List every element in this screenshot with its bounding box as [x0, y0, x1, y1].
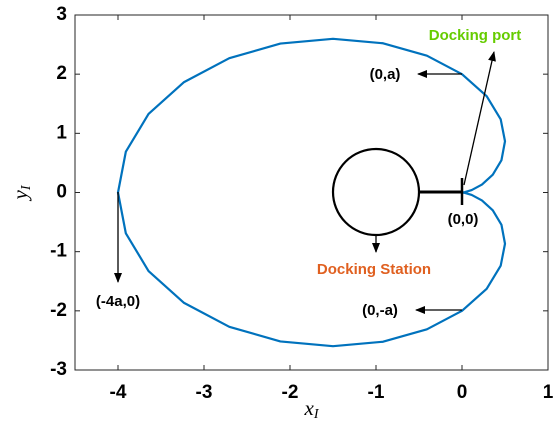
arrow [463, 51, 496, 186]
y-tick-label: 1 [56, 122, 67, 143]
y-tick-label: -2 [50, 300, 67, 321]
annotation: Docking port [429, 27, 522, 44]
y-tick-label: 3 [56, 4, 67, 25]
y-axis-label: yI [8, 184, 34, 201]
y-tick-label: -3 [50, 359, 67, 380]
y-tick-label: 0 [56, 182, 67, 203]
x-tick-label: 0 [457, 382, 468, 403]
annotation: (-4a,0) [96, 293, 140, 310]
plot-frame [74, 14, 549, 371]
x-tick-label: -2 [282, 382, 299, 403]
x-tick-label: -3 [196, 382, 213, 403]
y-tick-label: 2 [56, 63, 67, 84]
y-tick-label: -1 [50, 241, 67, 262]
x-axis-label: xI [304, 396, 320, 422]
x-tick-label: -1 [368, 382, 385, 403]
annotation: (0,a) [370, 66, 401, 83]
y-axis-label-sub: I [19, 184, 34, 191]
x-tick-label: -4 [110, 382, 127, 403]
y-axis-label-base: y [8, 190, 32, 202]
x-axis-label-base: x [304, 396, 315, 420]
annotation: Docking Station [317, 261, 431, 278]
annotation: (0,0) [448, 211, 479, 228]
x-axis-label-sub: I [313, 407, 320, 422]
annotation: (0,-a) [362, 302, 398, 319]
x-tick-label: 1 [543, 382, 554, 403]
